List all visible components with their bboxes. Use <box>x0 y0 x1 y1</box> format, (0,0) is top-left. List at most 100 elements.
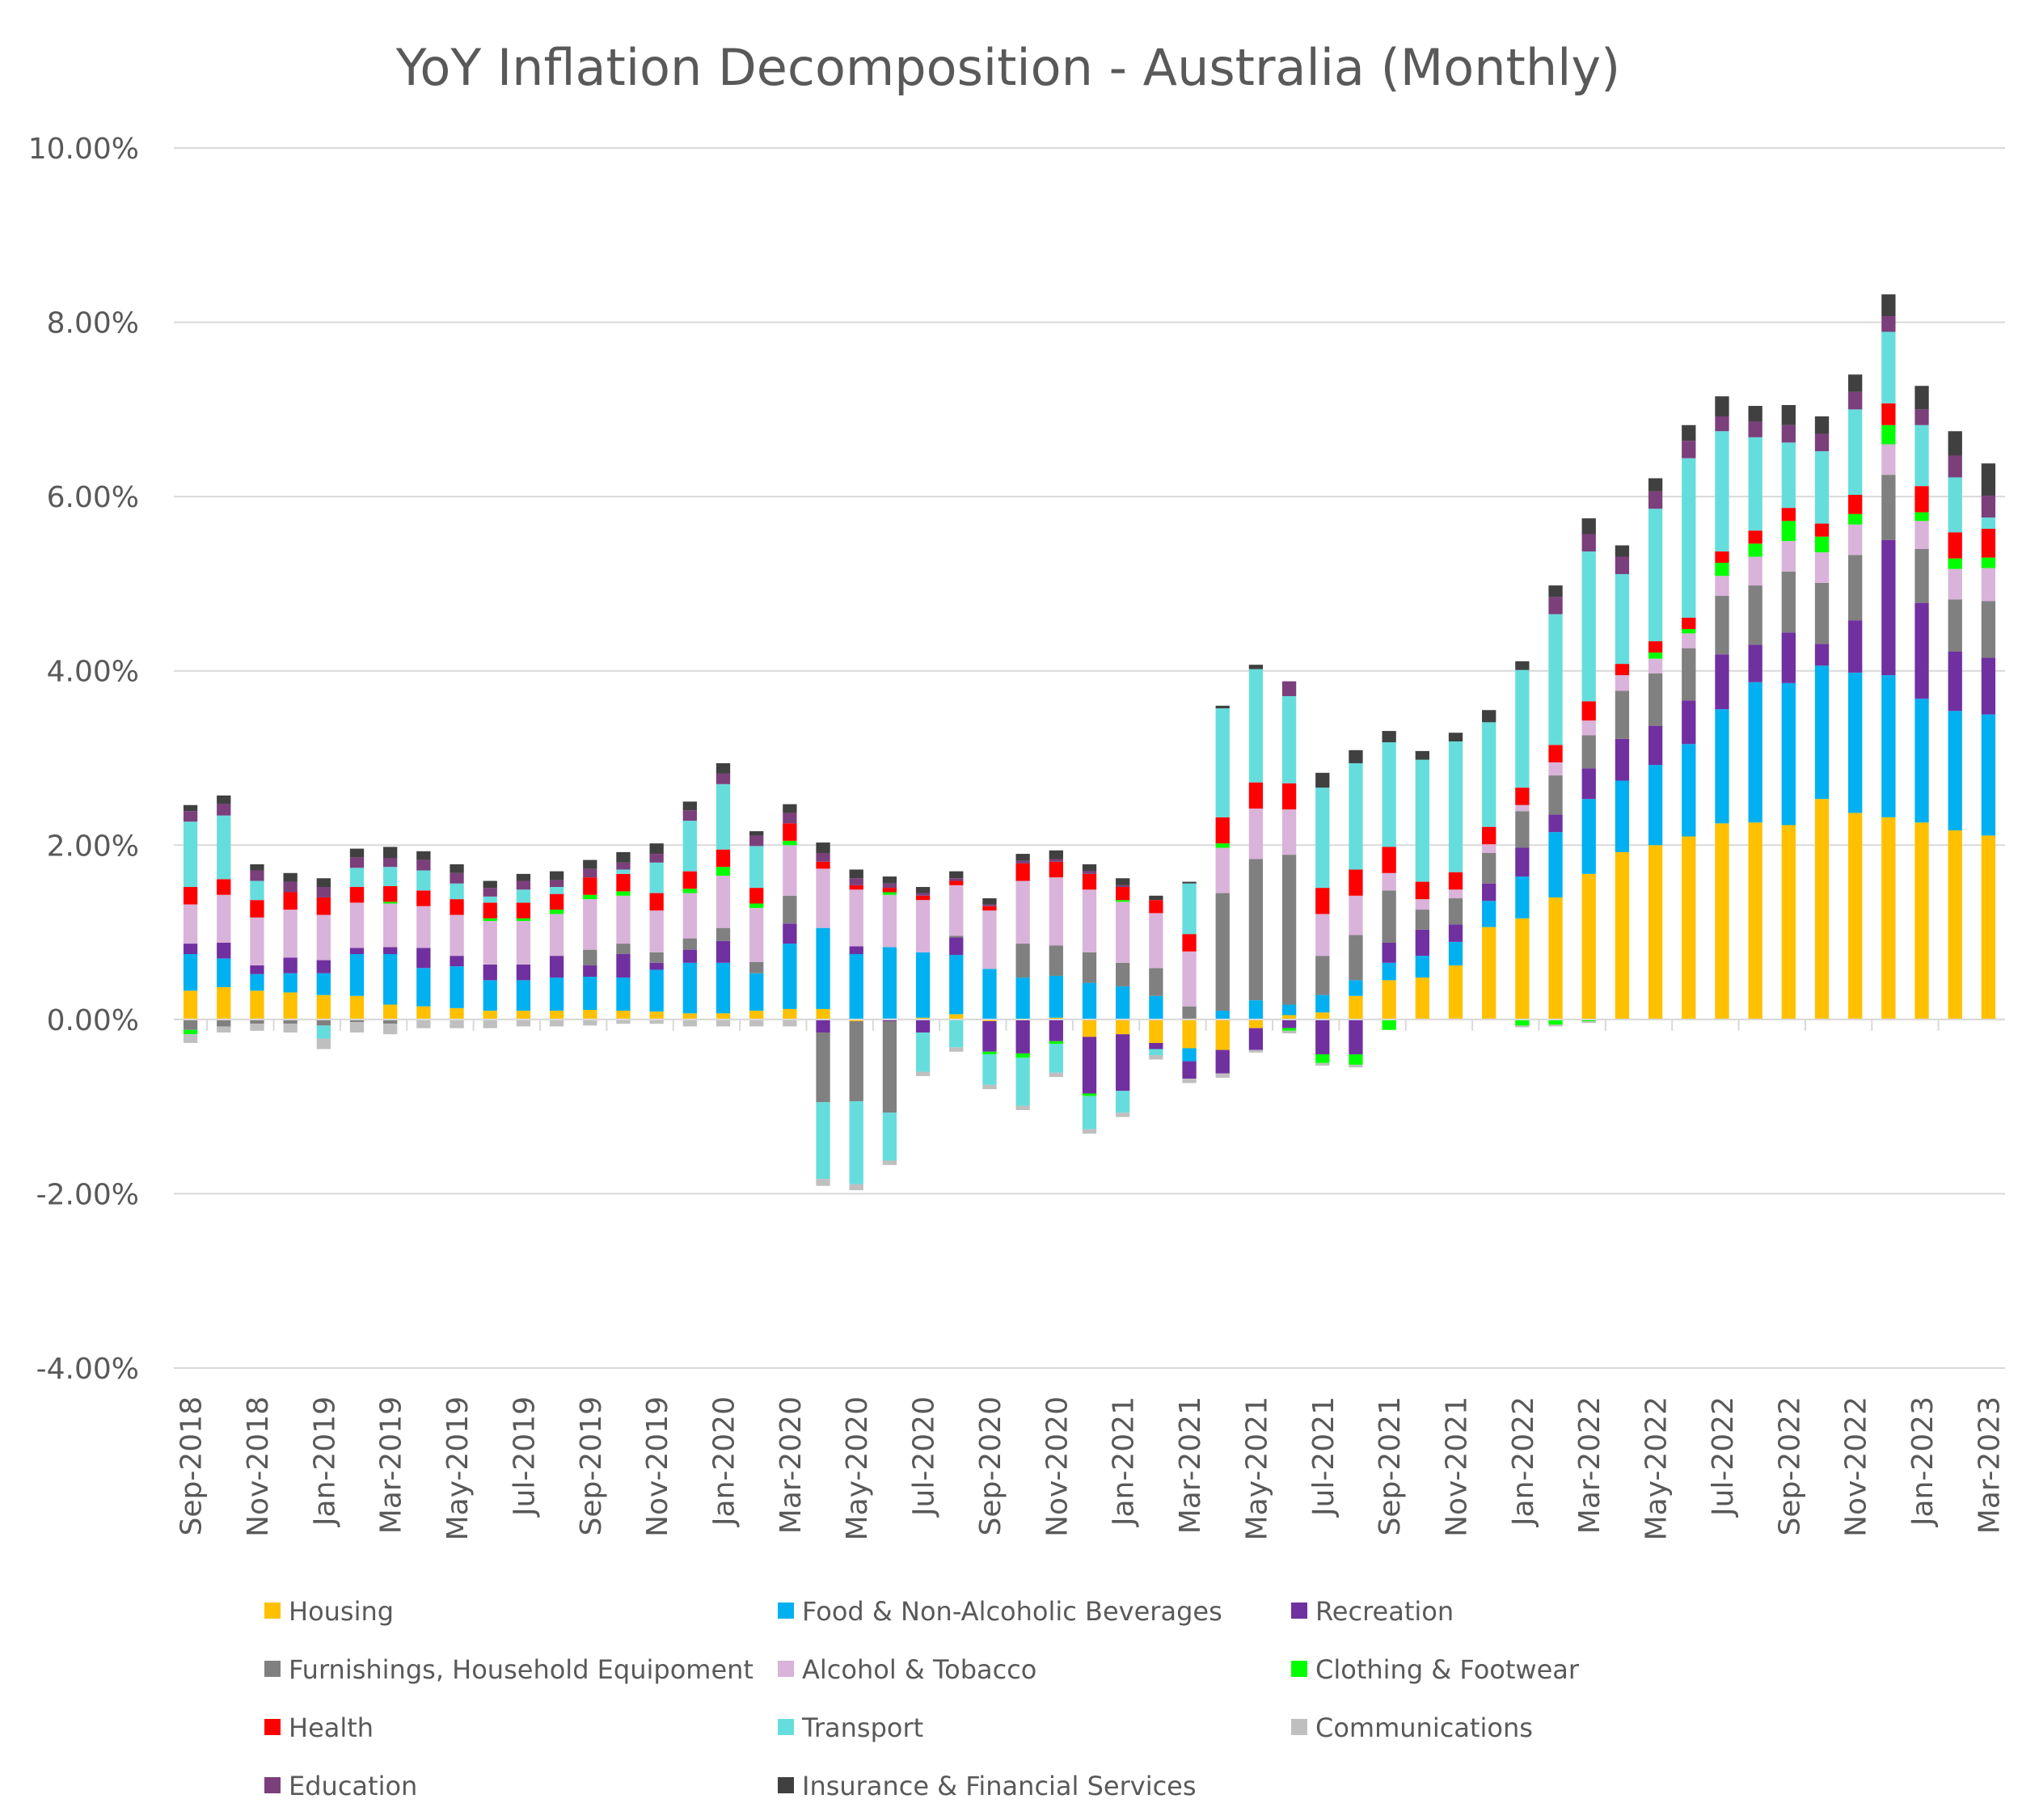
bar-segment <box>416 890 431 906</box>
bar-segment <box>1382 847 1396 873</box>
bar-segment <box>383 858 398 868</box>
bar-segment <box>1914 424 1929 487</box>
bar-segment <box>1914 548 1929 603</box>
bar-segment <box>1781 404 1796 425</box>
bar-stack <box>416 851 431 1028</box>
legend-swatch <box>264 1719 281 1735</box>
bar-segment <box>649 854 664 863</box>
bar-segment <box>183 804 198 812</box>
bar-segment <box>1082 1019 1097 1037</box>
bar-segment <box>1682 744 1696 837</box>
bar-segment <box>616 944 631 955</box>
bar-segment <box>1548 597 1563 614</box>
bar-segment <box>616 1011 631 1020</box>
bar-segment <box>549 978 564 1011</box>
bar-segment <box>849 869 863 879</box>
bar-stack <box>682 801 697 1027</box>
bar-segment <box>1881 675 1896 817</box>
bar-segment <box>1116 1091 1130 1113</box>
bar-segment <box>1349 895 1363 935</box>
bar-segment <box>1615 851 1630 1020</box>
bar-segment <box>1116 962 1130 986</box>
bar-segment <box>583 1010 597 1020</box>
x-tick-label: Nov-2021 <box>1441 1396 1474 1537</box>
bar-segment <box>1116 1019 1130 1035</box>
legend-item: Housing <box>264 1596 394 1627</box>
legend-swatch <box>1291 1661 1307 1677</box>
bar-segment <box>816 1032 830 1103</box>
bar-segment <box>1748 644 1762 682</box>
bar-segment <box>1515 788 1530 805</box>
legend-swatch <box>778 1603 794 1619</box>
bar-segment <box>583 877 597 895</box>
bar-segment <box>1848 513 1863 525</box>
bar-segment <box>1715 823 1729 1020</box>
bar-segment <box>1548 1024 1563 1027</box>
bar-segment <box>1914 699 1929 823</box>
bar-segment <box>783 845 797 896</box>
bar-segment <box>1682 633 1696 648</box>
bar-segment <box>949 880 964 885</box>
bar-segment <box>649 843 664 855</box>
bar-segment <box>1215 843 1230 848</box>
bar-stack <box>1482 710 1497 1020</box>
bar-segment <box>217 986 231 1020</box>
bar-segment <box>649 862 664 893</box>
bar-segment <box>1515 661 1530 670</box>
bar-segment <box>1082 873 1097 890</box>
bar-segment <box>183 904 198 944</box>
bar-segment <box>583 899 597 950</box>
bar-segment <box>283 973 298 993</box>
bar-segment <box>516 964 531 981</box>
bar-segment <box>1015 880 1030 944</box>
legend-item: Furnishings, Household Equipoment <box>264 1654 754 1685</box>
bar-stack <box>1248 665 1264 1053</box>
bar-stack <box>749 831 764 1027</box>
bar-segment <box>1116 902 1130 963</box>
bar-segment <box>1215 817 1230 844</box>
bar-segment <box>183 887 198 905</box>
bar-segment <box>982 910 997 969</box>
bar-segment <box>349 902 365 948</box>
bar-segment <box>1581 534 1596 552</box>
bar-stack <box>450 864 464 1028</box>
bar-segment <box>383 903 398 948</box>
bar-segment <box>1281 1030 1297 1034</box>
bar-segment <box>716 1013 731 1020</box>
bar-segment <box>1581 735 1596 769</box>
bar-stack <box>1082 864 1097 1134</box>
bar-segment <box>783 823 797 841</box>
bar-segment <box>716 876 731 928</box>
bar-segment <box>1581 1021 1596 1024</box>
bar-segment <box>849 946 863 955</box>
legend-label: Food & Non-Alcoholic Beverages <box>802 1596 1222 1627</box>
bar-segment <box>1648 641 1663 653</box>
x-tick-label: Sep-2019 <box>575 1396 608 1535</box>
bar-segment <box>1349 750 1363 763</box>
bar-segment <box>250 965 264 974</box>
x-tick-label: Mar-2022 <box>1573 1396 1606 1534</box>
legend-label: Recreation <box>1315 1596 1454 1627</box>
bar-segment <box>1948 568 1962 600</box>
bar-segment <box>1382 890 1396 944</box>
bar-stack <box>1415 750 1429 1020</box>
bar-segment <box>1382 1019 1396 1030</box>
y-tick-label: -2.00% <box>36 1178 139 1211</box>
bar-stack <box>183 804 198 1043</box>
bar-segment <box>716 783 731 850</box>
legend-label: Housing <box>289 1596 394 1627</box>
legend-label: Communications <box>1315 1712 1533 1743</box>
bar-segment <box>682 1019 697 1027</box>
bar-stack <box>217 795 231 1033</box>
bar-segment <box>1615 545 1630 557</box>
bar-segment <box>217 894 231 944</box>
bar-segment <box>1848 555 1863 621</box>
bar-segment <box>1482 826 1497 845</box>
bar-stack <box>250 864 264 1031</box>
bar-segment <box>1781 442 1796 509</box>
bar-segment <box>1315 1012 1330 1020</box>
bar-segment <box>1981 714 1996 836</box>
y-tick-label: 8.00% <box>47 307 139 340</box>
bar-segment <box>1049 1044 1063 1073</box>
bar-stack <box>283 872 298 1033</box>
